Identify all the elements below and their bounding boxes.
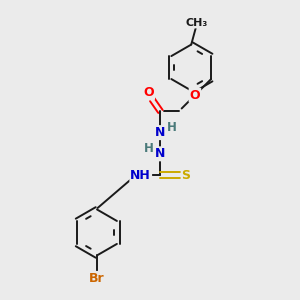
Text: O: O <box>143 86 154 99</box>
Text: H: H <box>144 142 154 155</box>
Text: H: H <box>167 121 177 134</box>
Text: Br: Br <box>89 272 105 285</box>
Text: S: S <box>182 169 190 182</box>
Text: N: N <box>155 147 166 160</box>
Text: NH: NH <box>130 169 151 182</box>
Text: O: O <box>190 89 200 102</box>
Text: N: N <box>155 126 166 139</box>
Text: CH₃: CH₃ <box>186 17 208 28</box>
